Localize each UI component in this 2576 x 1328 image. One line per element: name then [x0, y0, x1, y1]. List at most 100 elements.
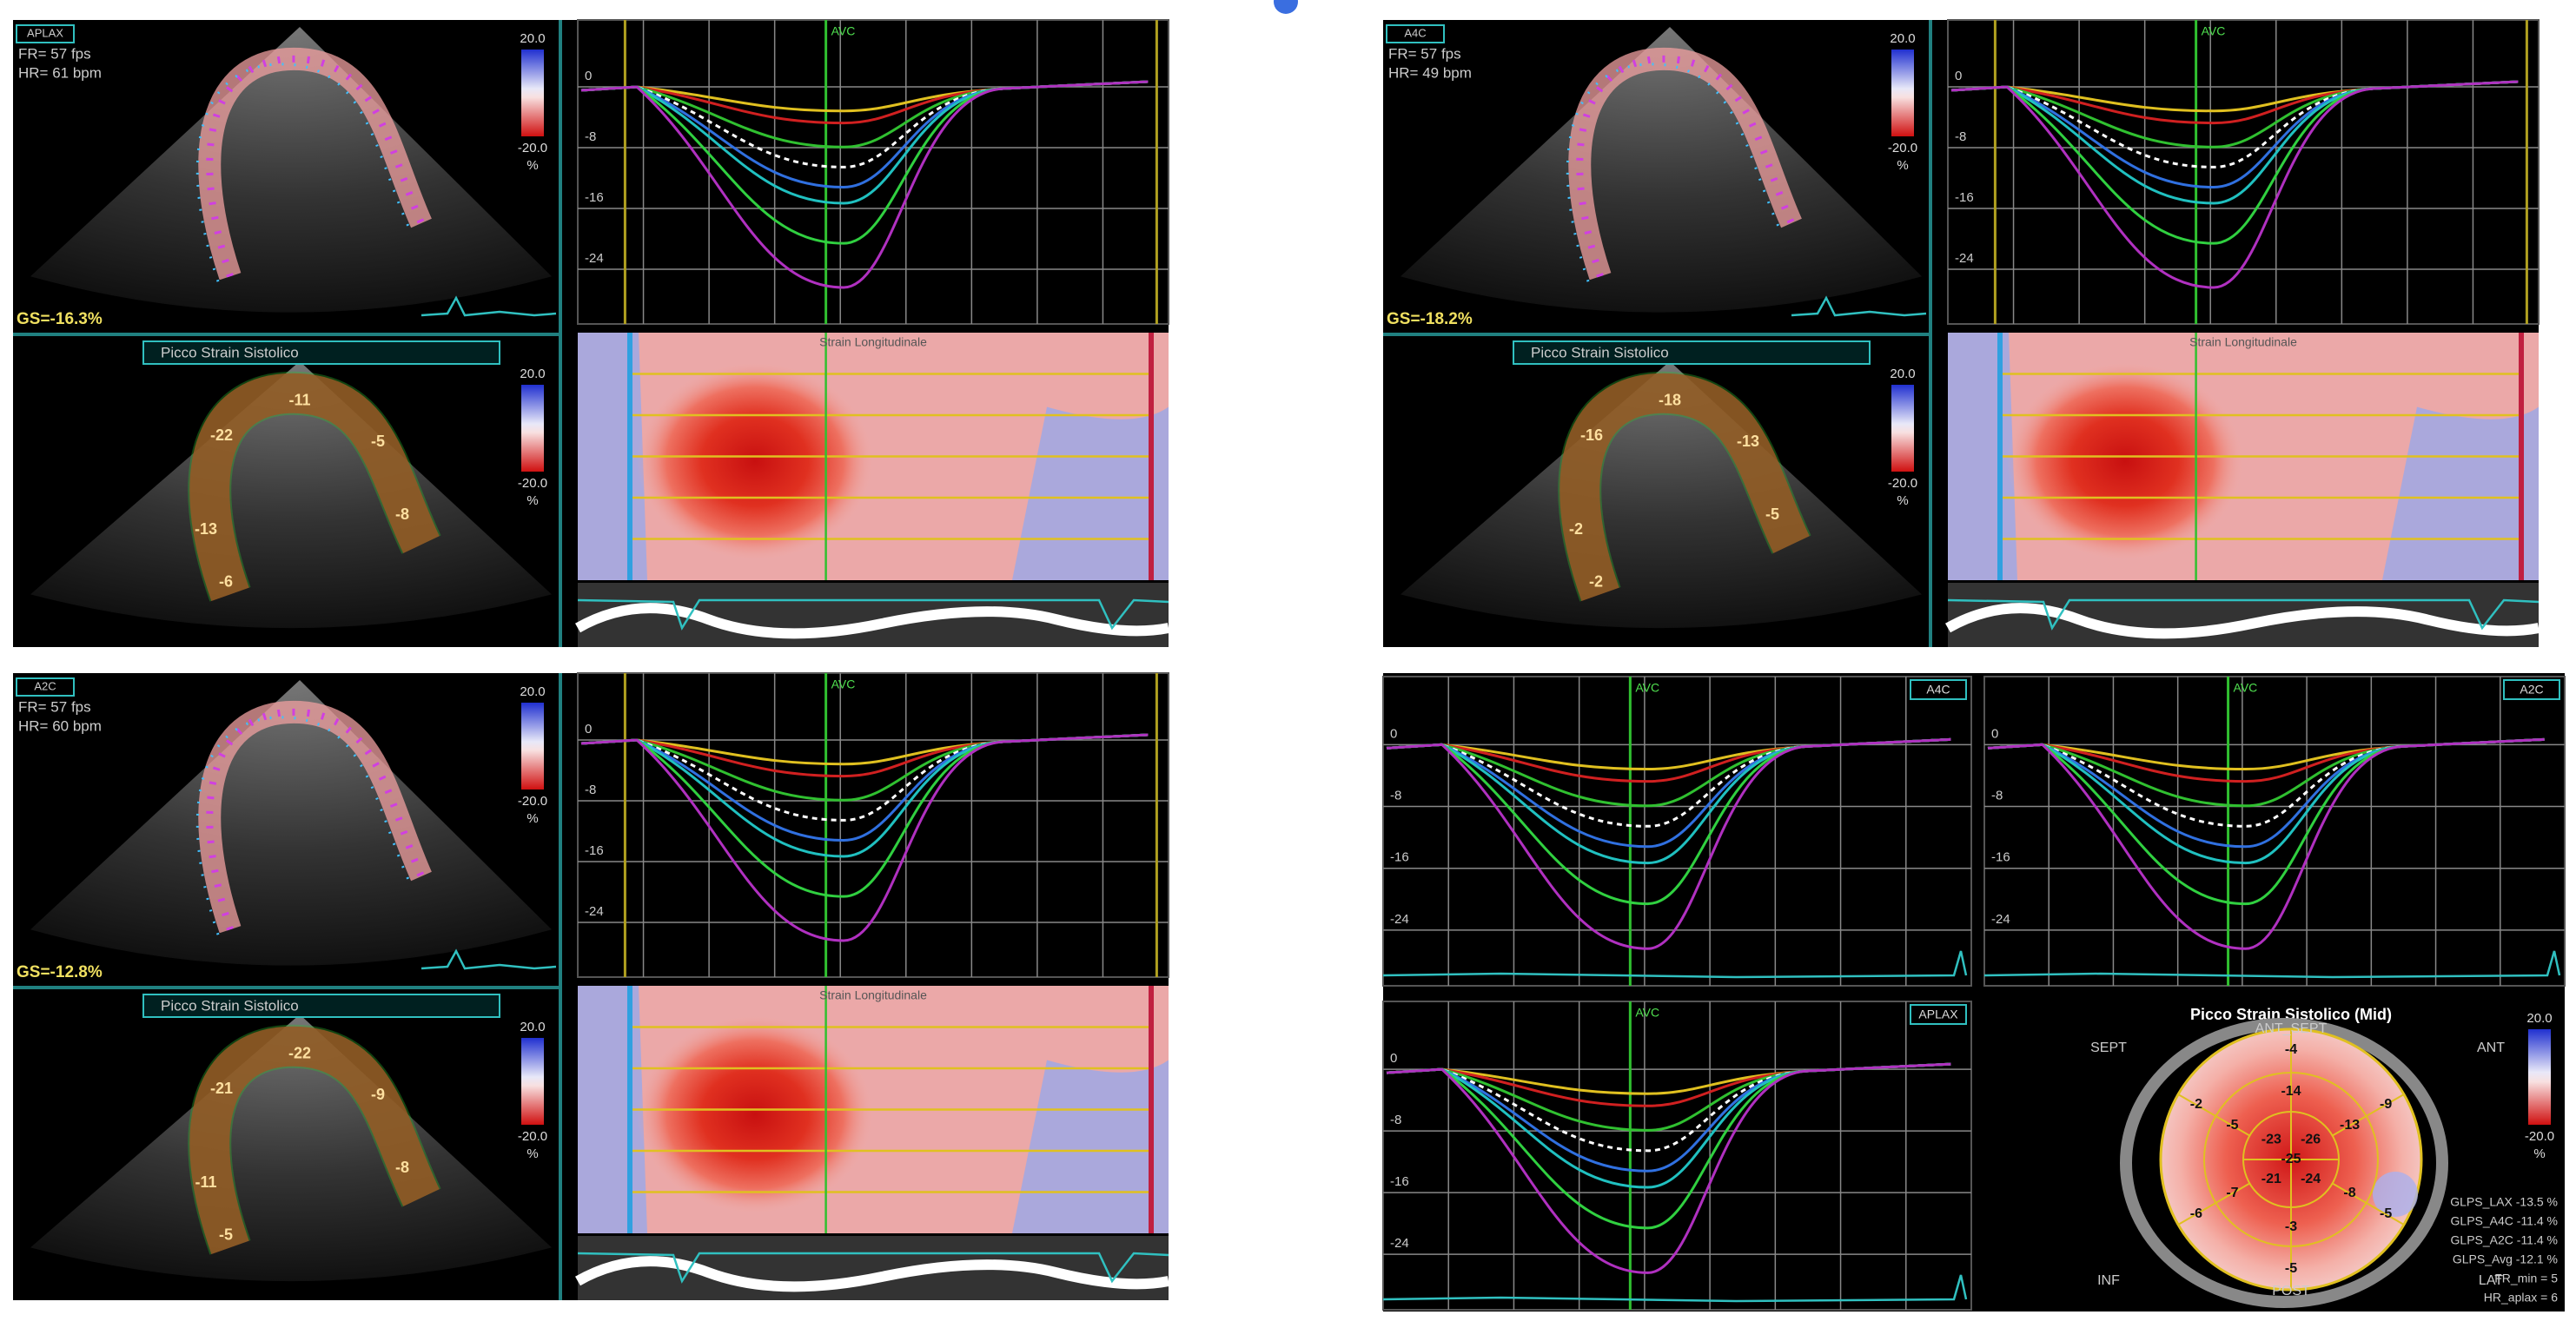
y-tick-label: 0	[1390, 726, 1397, 741]
frame-rate: FR= 57 fps	[18, 45, 91, 62]
strain-curve	[1950, 80, 2519, 205]
y-tick-label: -16	[585, 843, 604, 858]
segment-value: -4	[2285, 1042, 2297, 1057]
segment-value: -5	[2226, 1118, 2238, 1133]
segment-value: -5	[1765, 505, 1779, 523]
segment-value: -22	[210, 426, 233, 444]
tracking-dots	[1576, 55, 1795, 278]
strain-curve	[1386, 737, 1951, 865]
mmode	[578, 1236, 1169, 1300]
segment-value: -22	[288, 1045, 311, 1062]
view-label: APLAX	[1918, 1008, 1958, 1021]
negative-zone	[2382, 406, 2539, 580]
y-tick-label: -24	[1390, 1236, 1409, 1251]
plot-bg	[1947, 19, 2540, 325]
echo-fan	[1401, 27, 1922, 313]
view-box	[16, 24, 75, 43]
segment-value: -8	[395, 505, 409, 523]
global-strain: GS=-12.8%	[17, 963, 103, 981]
segment-value: -5	[2285, 1261, 2297, 1276]
segment-value: -6	[2190, 1206, 2202, 1221]
colorbar	[2528, 1029, 2551, 1125]
strain-curve	[1386, 1062, 1951, 1107]
strain-curve	[1950, 80, 2519, 289]
strain-curve	[1950, 80, 2519, 168]
heart-rate: HR= 60 bpm	[18, 717, 102, 734]
strain-curve	[1386, 1062, 1951, 1095]
colorbar	[521, 1038, 544, 1125]
segment-value: -7	[2226, 1186, 2238, 1200]
glps-value: GLPS_A4C -11.4 %	[2451, 1214, 2558, 1228]
summary-panel: 0 -8 -16 -24 AVC A4C 0 -8 -16 -24 AVC A2C 0 -8 -16 -24 A…	[1382, 673, 2566, 1311]
negative-zone	[1012, 406, 1169, 580]
plot-bg	[1382, 1001, 1972, 1311]
strain-curve	[580, 733, 1149, 766]
segment-value: -13	[2340, 1118, 2360, 1133]
strain-curve	[1987, 737, 2545, 828]
ecg-trace	[1947, 598, 2540, 631]
heart-rate: HR= 49 bpm	[1388, 64, 1472, 81]
segment-value: -18	[1659, 392, 1681, 409]
mmode	[1948, 583, 2539, 647]
colorbar-min: -20.0	[518, 794, 547, 809]
y-tick-label: -8	[1390, 1113, 1401, 1127]
segment-line	[2177, 1182, 2250, 1226]
segment-value: -11	[195, 1173, 216, 1191]
plot-bg	[1382, 676, 1972, 987]
ecg-trace	[1791, 295, 1927, 317]
segment-value: -13	[195, 520, 217, 538]
echo-panel: -11 -21 -22 -9 -8 -5 A2C FR= 57 fps HR= 60 bpm 20…	[13, 672, 1170, 1300]
strain-curve	[580, 80, 1149, 168]
colorbar-max: 20.0	[2526, 1011, 2552, 1026]
strain-curve	[580, 733, 1149, 898]
view-label: A4C	[1926, 683, 1950, 697]
outline	[188, 1024, 441, 1255]
y-tick-label: -24	[585, 904, 604, 919]
frame-rate: FR= 57 fps	[1388, 45, 1461, 62]
y-tick-label: 0	[585, 69, 592, 83]
peak-label: Picco Strain Sistolico	[161, 997, 299, 1014]
myocardium	[189, 373, 440, 601]
echo-panel: -2 -16 -18 -13 -5 -2 A4C FR= 57 fps HR= 49 bpm 20…	[1383, 19, 2540, 647]
strain-curve	[1987, 737, 2545, 865]
colorbar-unit: %	[526, 811, 538, 826]
strain-curve	[1386, 1062, 1951, 1274]
ecg-trace	[1382, 1274, 1968, 1303]
colorbar-unit: %	[2533, 1146, 2545, 1161]
view-label: A2C	[34, 679, 56, 692]
colorbar-min: -20.0	[1888, 141, 1917, 155]
view-box	[1910, 679, 1967, 700]
colorbar-unit: %	[526, 158, 538, 173]
strain-curve	[580, 80, 1149, 245]
strain-curve	[580, 80, 1149, 189]
heart-rate: HR= 61 bpm	[18, 64, 102, 81]
view-label: A2C	[2520, 683, 2543, 697]
mmode-wall	[1945, 603, 2540, 639]
outline	[188, 371, 441, 602]
y-tick-label: 0	[1390, 1051, 1397, 1066]
segment-line	[2177, 1093, 2250, 1137]
y-tick-label: -16	[1390, 1174, 1409, 1189]
plot-bg	[577, 19, 1169, 325]
colorbar-min: -20.0	[2525, 1129, 2554, 1144]
strain-curve	[1950, 80, 2519, 189]
y-tick-label: -8	[1991, 788, 2003, 803]
bullseye-title: Picco Strain Sistolico (Mid)	[2190, 1006, 2392, 1023]
wall-label: INF	[2097, 1273, 2120, 1288]
mmode-wall	[575, 1256, 1170, 1292]
strain-curve	[580, 733, 1149, 842]
strain-curve	[1950, 80, 2519, 245]
avc-label: AVC	[1635, 681, 1659, 695]
label-box	[1513, 340, 1871, 365]
segment-value: -14	[2281, 1084, 2301, 1099]
strain-curve	[1386, 1062, 1951, 1153]
colorbar-min: -20.0	[518, 1129, 547, 1144]
view-box	[2503, 679, 2560, 700]
strain-curve	[580, 80, 1149, 205]
global-strain: GS=-18.2%	[1387, 310, 1473, 328]
view-label: APLAX	[27, 26, 63, 39]
hot-zone	[637, 362, 873, 561]
frame-rate: FR= 57 fps	[18, 698, 91, 715]
